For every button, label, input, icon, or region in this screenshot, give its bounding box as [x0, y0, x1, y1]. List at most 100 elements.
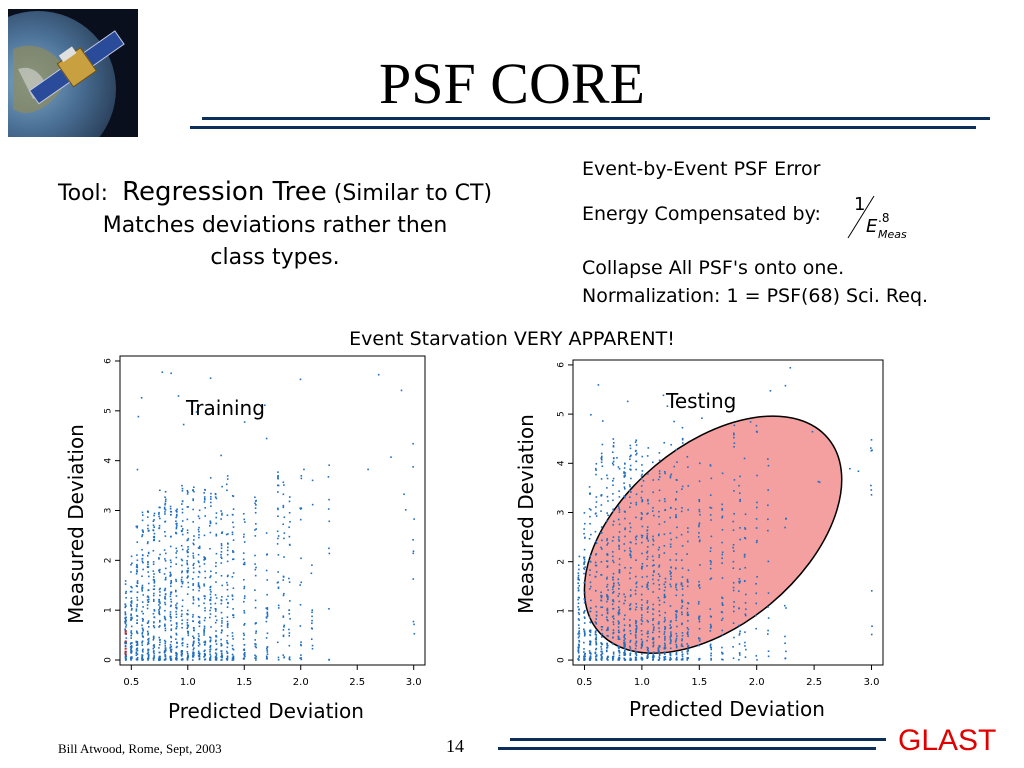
data-point: [606, 565, 609, 567]
data-point: [136, 570, 138, 573]
data-point: [590, 653, 592, 655]
data-point: [785, 518, 787, 520]
data-point: [641, 576, 644, 578]
data-point: [147, 649, 149, 652]
data-point: [164, 627, 167, 630]
data-point: [311, 503, 314, 506]
data-point: [709, 608, 712, 610]
data-point: [623, 645, 626, 648]
data-point: [589, 515, 591, 518]
data-point: [698, 601, 700, 603]
data-point: [209, 576, 211, 579]
data-point: [612, 445, 615, 447]
data-point: [583, 599, 586, 602]
data-point: [641, 645, 643, 648]
data-point: [635, 439, 637, 442]
data-point: [664, 625, 666, 628]
data-point: [198, 561, 200, 564]
data-point: [197, 576, 200, 578]
data-point: [141, 649, 144, 652]
data-point: [175, 604, 177, 606]
y-tick-label: 4: [557, 460, 567, 466]
data-point: [220, 638, 222, 641]
data-point: [595, 618, 597, 620]
data-point: [215, 581, 217, 583]
data-point: [153, 655, 155, 657]
data-point: [136, 653, 139, 655]
data-point: [197, 655, 200, 657]
data-point: [187, 626, 189, 628]
data-point: [186, 518, 189, 521]
data-point: [675, 498, 677, 500]
data-point: [738, 654, 741, 656]
data-point: [226, 606, 229, 608]
data-point: [745, 608, 747, 611]
data-point: [170, 650, 172, 652]
data-point: [784, 635, 786, 638]
data-point: [588, 650, 591, 652]
data-point: [646, 546, 649, 548]
data-point: [255, 657, 257, 660]
data-point: [646, 550, 649, 553]
data-point: [733, 445, 735, 448]
data-point: [276, 484, 279, 487]
data-point: [288, 543, 291, 546]
data-point: [266, 615, 269, 617]
data-point: [698, 524, 700, 526]
data-point: [327, 476, 330, 478]
data-point: [242, 563, 245, 566]
data-point: [215, 565, 217, 568]
data-point: [277, 607, 280, 609]
data-point: [600, 546, 602, 549]
data-point: [709, 560, 712, 562]
tool-prefix: Tool:: [57, 181, 109, 206]
data-point: [288, 535, 291, 538]
data-point: [243, 653, 245, 655]
data-point: [594, 631, 597, 634]
data-point: [653, 626, 655, 629]
data-point: [652, 613, 654, 615]
data-point: [215, 658, 218, 661]
data-point: [595, 636, 598, 638]
data-point: [186, 622, 189, 624]
data-point: [220, 454, 222, 457]
data-point: [589, 555, 592, 557]
data-point: [197, 597, 200, 600]
data-point: [583, 581, 586, 584]
data-point: [664, 586, 667, 588]
data-point: [137, 415, 140, 418]
data-point: [623, 635, 625, 637]
data-point: [583, 548, 586, 551]
y-tick-label: 6: [104, 358, 114, 364]
data-point: [646, 565, 648, 567]
data-point: [158, 610, 161, 613]
data-point: [225, 650, 228, 653]
data-point: [664, 596, 667, 598]
data-point: [203, 559, 205, 561]
data-point: [624, 649, 626, 652]
data-point: [629, 630, 632, 632]
data-point: [681, 545, 684, 547]
data-point: [303, 468, 305, 471]
data-point: [215, 634, 217, 637]
data-point: [721, 602, 724, 604]
data-point: [300, 643, 302, 646]
data-point: [158, 571, 161, 574]
data-point: [601, 539, 603, 542]
data-point: [186, 560, 188, 562]
data-point: [669, 532, 672, 535]
data-point: [210, 570, 212, 573]
data-point: [141, 635, 144, 637]
data-point: [130, 642, 132, 644]
data-point: [170, 645, 173, 648]
data-point: [624, 654, 626, 656]
data-point: [192, 596, 195, 598]
data-point: [635, 606, 638, 608]
data-point: [769, 389, 772, 392]
data-point: [663, 656, 665, 658]
data-point: [595, 658, 597, 660]
data-point: [710, 659, 712, 661]
data-point: [147, 595, 149, 598]
data-point: [242, 657, 245, 660]
data-point: [634, 575, 637, 578]
